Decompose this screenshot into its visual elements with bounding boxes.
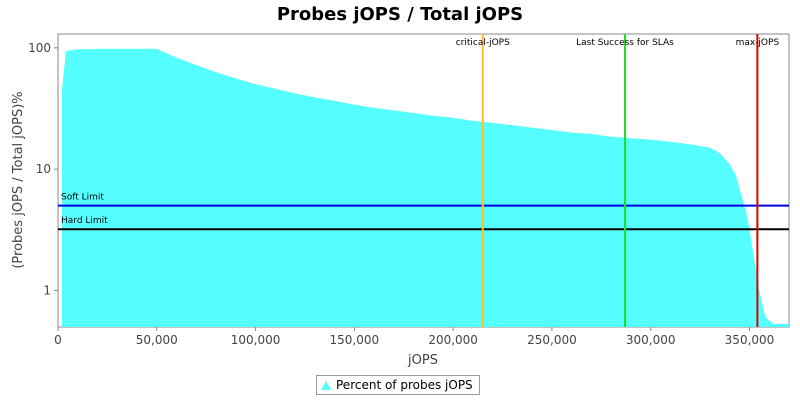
series-layer [62, 48, 789, 328]
legend-label: Percent of probes jOPS [336, 378, 473, 392]
y-axis-title: (Probes jOPS / Total jOPS)% [11, 91, 26, 268]
y-tick-label: 1 [43, 283, 51, 297]
axes: 0 50,000 100,000 150,000 200,000 250,000 300,0… [28, 41, 774, 347]
x-tick-label: 100,000 [231, 333, 281, 347]
x-tick-label: 150,000 [330, 333, 380, 347]
x-tick-label: 50,000 [136, 333, 178, 347]
marker-lines: critical-jOPS Last Success for SLAs max-jO… [456, 34, 780, 327]
x-tick-label: 0 [54, 333, 62, 347]
limit-lines: Soft Limit Hard Limit [58, 193, 789, 231]
limit-label-0: Soft Limit [61, 193, 104, 203]
x-tick-label: 250,000 [527, 333, 577, 347]
limit-label-1: Hard Limit [61, 216, 108, 226]
marker-label-1: Last Success for SLAs [576, 38, 674, 48]
legend-swatch [321, 380, 331, 390]
x-tick-label: 350,000 [725, 333, 775, 347]
y-tick-label: 100 [28, 41, 51, 55]
marker-label-2: max-jOPS [736, 38, 780, 48]
legend: Percent of probes jOPS [316, 375, 480, 395]
x-tick-label: 200,000 [428, 333, 478, 347]
series-area-0 [62, 48, 789, 328]
x-axis-title: jOPS [407, 353, 438, 368]
y-tick-label: 10 [36, 162, 51, 176]
chart-title: Probes jOPS / Total jOPS [277, 4, 523, 25]
marker-label-0: critical-jOPS [456, 38, 510, 48]
x-tick-label: 300,000 [626, 333, 676, 347]
